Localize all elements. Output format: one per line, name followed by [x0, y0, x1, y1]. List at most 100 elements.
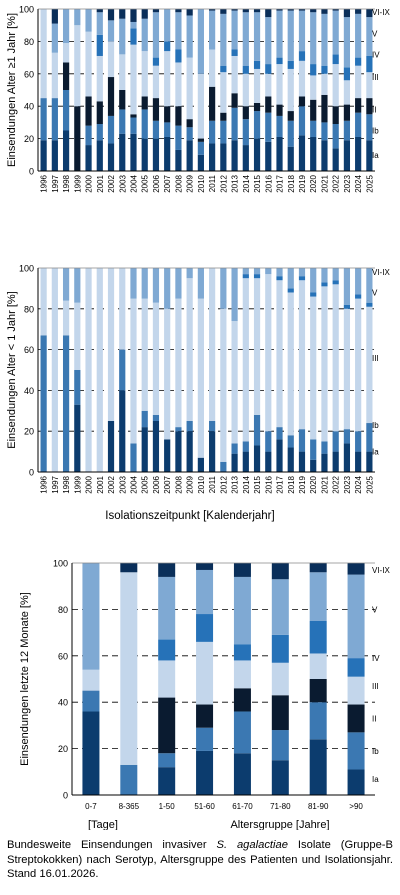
- bar-segment: [355, 294, 362, 299]
- bar-segment: [40, 335, 47, 472]
- x-tick-label: 1999: [73, 475, 82, 493]
- bar-segment: [158, 753, 176, 768]
- bar-segment: [355, 98, 362, 113]
- bar-segment: [96, 9, 103, 13]
- bar-segment: [298, 10, 306, 52]
- x-tick-label: 1997: [51, 174, 60, 192]
- bar-segment: [355, 431, 362, 452]
- bar-segment: [321, 13, 328, 66]
- bar-segment: [158, 660, 176, 698]
- bar-segment: [74, 25, 81, 107]
- bar-segment: [119, 18, 126, 55]
- x-tick-label: 2021: [320, 174, 329, 192]
- y-tick-label: 20: [58, 744, 68, 754]
- bar-segment: [175, 149, 182, 171]
- bar-segment: [96, 101, 103, 125]
- bar-segment: [130, 21, 137, 29]
- bar-segment: [152, 98, 160, 121]
- bar-segment: [309, 702, 327, 740]
- x-tick-label: 2020: [309, 475, 318, 493]
- bar-segment: [186, 119, 193, 128]
- x-tick-label: 51-60: [194, 802, 215, 811]
- y-tick-label: 20: [24, 427, 34, 437]
- bar-segment: [321, 122, 328, 141]
- bar-segment: [309, 739, 327, 795]
- bar-segment: [209, 49, 216, 87]
- bar-segment: [366, 268, 373, 303]
- bar-segment: [298, 429, 306, 452]
- bar-segment: [209, 9, 216, 11]
- bar-segment: [347, 563, 365, 575]
- x-tick-label: 2007: [163, 174, 172, 192]
- x-tick-label: 2014: [242, 475, 251, 493]
- bar-segment: [130, 114, 137, 118]
- x-tick-label: 2024: [354, 475, 363, 493]
- bar-segment: [51, 9, 58, 24]
- bar-segment: [107, 421, 115, 472]
- x-tick-label: 2003: [118, 174, 127, 192]
- x-tick-label: 2008: [174, 475, 183, 493]
- y-tick-label: 80: [24, 304, 34, 314]
- bar-segment: [242, 65, 249, 74]
- bar-segment: [62, 9, 70, 44]
- bar-segment: [196, 569, 214, 615]
- bar-segment: [265, 274, 272, 432]
- bar-segment: [51, 52, 58, 99]
- bar-segment: [265, 268, 272, 275]
- bar-segment: [82, 711, 100, 795]
- bar-segment: [164, 268, 171, 309]
- x-tick-label: 2025: [365, 174, 374, 192]
- x-tick-label: 1997: [51, 475, 60, 493]
- bar-segment: [231, 321, 238, 444]
- bar-segment: [298, 276, 306, 281]
- bar-segment: [74, 268, 81, 303]
- bar-segment: [196, 704, 214, 728]
- bar-segment: [62, 62, 70, 90]
- bar-segment: [343, 80, 351, 105]
- bar-segment: [321, 65, 328, 74]
- bar-segment: [96, 34, 103, 56]
- x-tick-label: >90: [349, 802, 363, 811]
- bar-segment: [298, 280, 306, 430]
- bar-segment: [175, 12, 182, 50]
- x-tick-label: 2025: [365, 475, 374, 493]
- bar-segment: [343, 429, 351, 444]
- x-tick-label: 2001: [96, 174, 105, 192]
- bar-segment: [321, 73, 328, 95]
- serotype-label: VI-IX: [372, 566, 390, 575]
- bar-segment: [298, 9, 306, 11]
- bar-segment: [152, 302, 160, 415]
- serotype-label: V: [372, 29, 378, 38]
- x-tick-label: 2000: [85, 475, 94, 493]
- x-axis-title: Isolationszeitpunkt [Kalenderjahr]: [105, 510, 274, 522]
- bar-segment: [82, 690, 100, 712]
- bar-segment: [298, 268, 306, 277]
- serotype-label: VI-IX: [372, 8, 390, 17]
- bar-segment: [298, 96, 306, 107]
- bar-segment: [253, 60, 261, 69]
- x-tick-label: 1996: [40, 174, 49, 192]
- bar-segment: [343, 140, 351, 171]
- bar-segment: [265, 141, 272, 171]
- bar-segment: [196, 750, 214, 795]
- bar-segment: [366, 72, 373, 99]
- bar-segment: [220, 65, 227, 73]
- bar-segment: [141, 18, 148, 52]
- bar-segment: [366, 302, 373, 307]
- bar-segment: [175, 298, 182, 428]
- bar-segment: [158, 563, 176, 577]
- bar-segment: [62, 335, 70, 472]
- bar-segment: [197, 138, 204, 142]
- x-tick-label: 2023: [343, 475, 352, 493]
- bar-segment: [231, 453, 238, 472]
- bar-segment: [141, 268, 148, 299]
- bar-segment: [366, 114, 373, 141]
- x-tick-label: 2004: [129, 174, 138, 192]
- bar-segment: [85, 96, 92, 126]
- bar-segment: [62, 43, 70, 63]
- x-tick-label: 2002: [107, 475, 116, 493]
- bar-segment: [96, 124, 103, 141]
- serotype-label: V: [372, 605, 378, 614]
- bar-segment: [343, 308, 351, 430]
